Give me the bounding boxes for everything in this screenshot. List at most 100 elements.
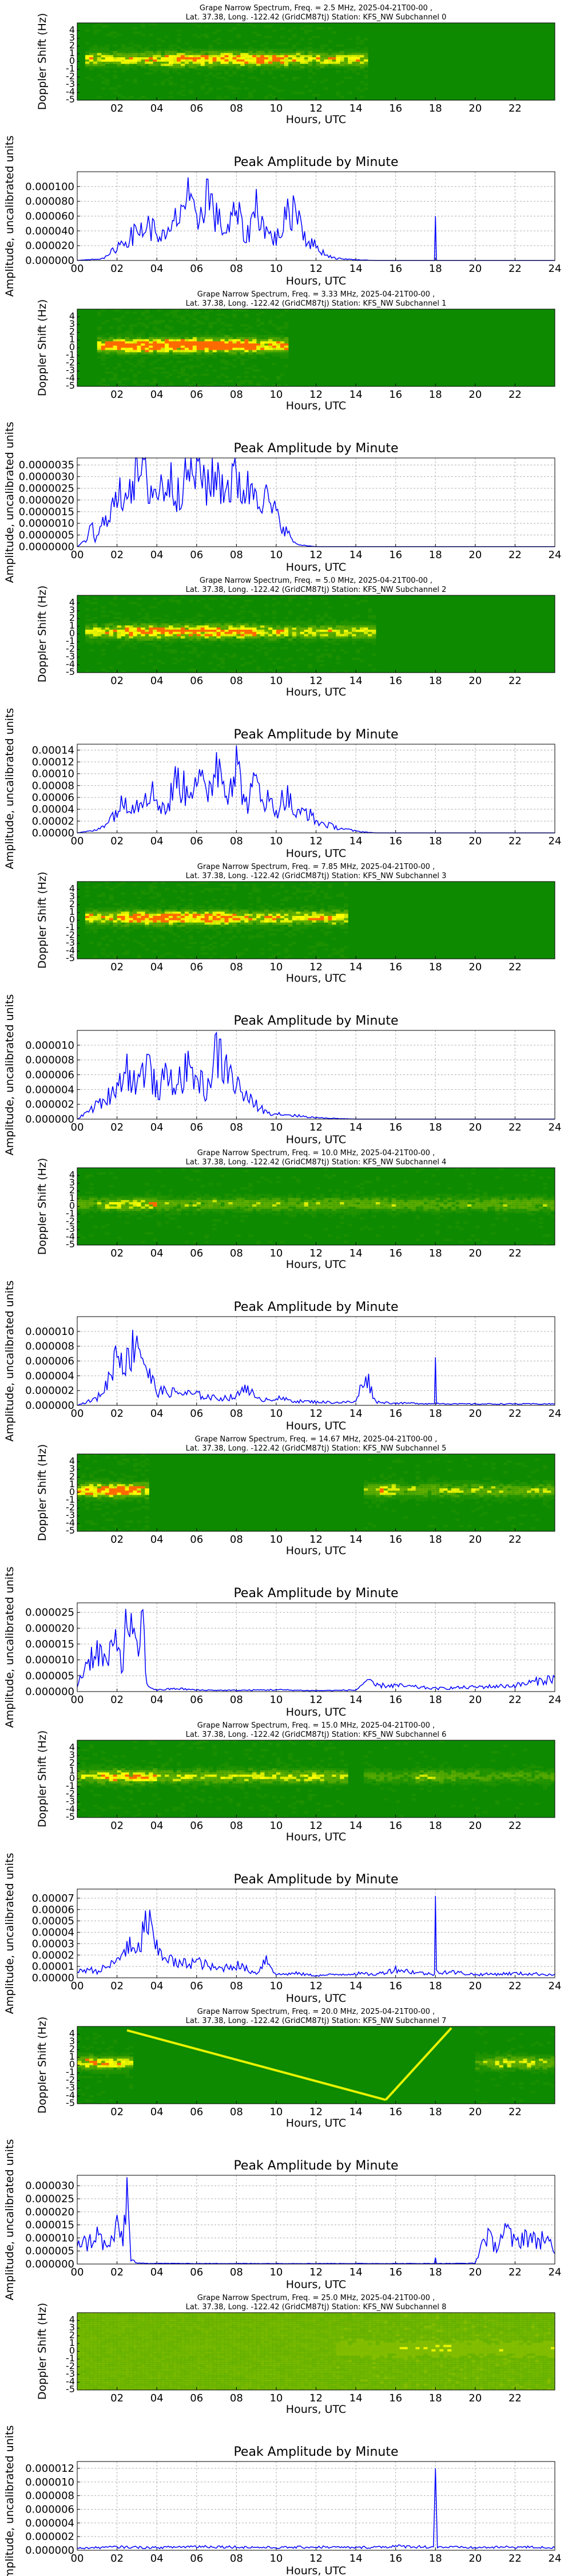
spectrum-cell: [208, 920, 213, 923]
spectrum-cell: [121, 352, 126, 355]
spectrum-cell: [173, 345, 177, 349]
spectrum-cell: [276, 943, 281, 947]
spectrum-cell: [173, 61, 177, 64]
spectrum-cell: [371, 1215, 376, 1218]
spectrum-cell: [244, 911, 249, 914]
spectrum-cell: [224, 50, 229, 54]
spectrum-cell: [173, 59, 177, 62]
spectrum-cell: [208, 907, 213, 910]
spectrum-cell: [188, 49, 193, 52]
spectrum-cell: [161, 341, 165, 344]
spectrum-cell: [308, 935, 313, 938]
spectrum-cell: [252, 630, 257, 633]
spectrum-cell: [196, 630, 201, 633]
y-axis-label: Doppler Shift (Hz): [36, 586, 49, 683]
spectrum-cell: [367, 625, 372, 628]
spectrum-cell: [93, 53, 98, 56]
spectrum-cell: [149, 59, 153, 62]
spectrum-cell: [252, 914, 257, 916]
spectrum-cell: [264, 53, 269, 56]
spectrum-cell: [85, 931, 90, 934]
spectrum-cell: [117, 1202, 122, 1205]
spectrum-cell: [260, 322, 265, 325]
spectrum-cell: [312, 55, 317, 58]
spectrum-cell: [176, 631, 181, 635]
spectrum-cell: [272, 929, 277, 931]
spectrum-cell: [280, 621, 285, 624]
spectrum-cell: [145, 311, 149, 314]
spectrum-cell: [208, 911, 213, 914]
spectrum-cell: [308, 66, 313, 69]
spectrum-cell: [196, 631, 201, 635]
spectrum-cell: [85, 64, 90, 66]
spectrum-cell: [264, 68, 269, 71]
spectrum-cell: [216, 87, 221, 90]
spectrum-cell: [320, 617, 325, 619]
spectrum-cell: [121, 907, 126, 910]
spectrum-cell: [328, 1202, 332, 1205]
spectrum-cell: [296, 1198, 301, 1200]
spectrum-cell: [169, 636, 173, 639]
spectrum-cell: [153, 337, 157, 340]
spectrum-cell: [212, 55, 217, 58]
spectrum-cell: [260, 341, 265, 344]
spectrum-cell: [121, 900, 126, 904]
spectrum-cell: [248, 911, 253, 914]
spectrum-cell: [149, 1208, 153, 1211]
spectrum-cell: [348, 49, 352, 52]
spectrum-cell: [188, 1208, 193, 1211]
spectrum-cell: [220, 76, 225, 80]
spectrum-cell: [149, 382, 153, 385]
x-tick-label: 16: [389, 389, 402, 401]
spectrum-cell: [141, 380, 145, 383]
spectrum-cell: [276, 59, 281, 62]
spectrum-cell: [228, 343, 233, 346]
spectrum-cell: [288, 640, 293, 643]
spectrum-cell: [312, 638, 317, 641]
spectrum-cell: [284, 625, 289, 628]
spectrum-cell: [252, 918, 257, 921]
spectrum-cell: [296, 926, 301, 930]
spectrum-cell: [308, 920, 313, 923]
spectrum-cell: [312, 64, 317, 66]
spectrum-cell: [184, 1206, 189, 1209]
spectrum-cell: [228, 1208, 233, 1211]
spectrum-cell: [240, 1187, 245, 1190]
spectrum-cell: [157, 319, 161, 323]
spectrum-cell: [208, 352, 213, 355]
spectrum-cell: [196, 328, 201, 331]
spectrum-cell: [117, 924, 122, 927]
spectrum-cell: [212, 640, 217, 643]
spectrum-cell: [252, 935, 257, 938]
spectrum-cell: [240, 343, 245, 346]
spectrum-cell: [196, 1178, 201, 1182]
spectrum-cell: [101, 914, 106, 916]
spectrum-cell: [328, 27, 332, 30]
spectrum-cell: [212, 31, 217, 34]
spectrum-cell: [336, 914, 340, 916]
spectrum-cell: [161, 356, 165, 359]
spectrum-cell: [129, 330, 134, 333]
spectrum-cell: [224, 376, 229, 378]
spectrum-cell: [336, 657, 340, 661]
spectrum-cell: [256, 668, 261, 671]
spectrum-cell: [125, 1211, 130, 1214]
spectrum-cell: [280, 1204, 285, 1207]
spectrum-cell: [85, 886, 90, 888]
spectrum-cell: [268, 53, 273, 56]
x-tick-label: 06: [190, 675, 203, 687]
spectrum-cell: [149, 68, 153, 71]
spectrum-cell: [232, 920, 237, 923]
spectrum-cell: [101, 1206, 106, 1209]
spectrum-cell: [252, 354, 257, 357]
spectrum-cell: [371, 640, 376, 643]
spectrum-cell: [212, 924, 217, 927]
spectrum-cell: [324, 614, 328, 618]
x-tick-label: 10: [269, 835, 283, 847]
spectrum-cell: [169, 347, 173, 350]
x-tick-label: 00: [71, 835, 84, 847]
spectrum-cell: [113, 922, 118, 925]
spectrum-cell: [220, 361, 225, 364]
spectrum-cell: [232, 365, 237, 368]
spectrum-cell: [276, 53, 281, 56]
